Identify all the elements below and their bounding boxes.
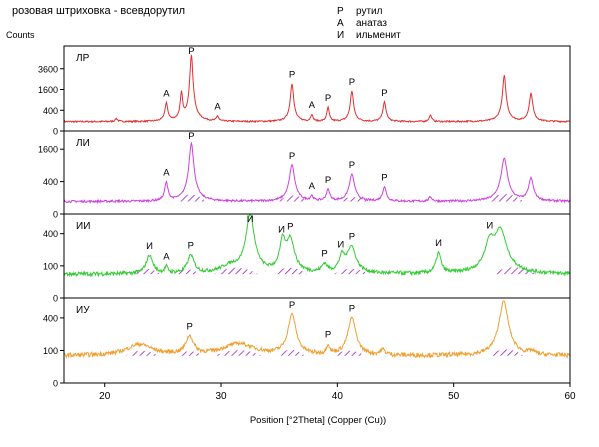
- plot-area: 040016003600ЛРАРАРАРРР04001600ЛИАРРАРРР0…: [38, 45, 576, 402]
- y-axis-label: Counts: [6, 30, 35, 40]
- hatch-region: [215, 350, 262, 356]
- phase-marker: Р: [349, 77, 355, 88]
- phase-marker: А: [309, 100, 316, 111]
- hatch-region: [333, 268, 369, 275]
- phase-marker: Р: [188, 46, 194, 57]
- x-tick-label: 60: [564, 391, 576, 402]
- legend: Р рутил А анатаз И ильменит: [337, 6, 401, 41]
- hatch-region: [486, 193, 524, 202]
- phase-marker: И: [278, 224, 285, 235]
- legend-text-rutile: рутил: [356, 6, 383, 17]
- y-tick-label: 0: [53, 379, 58, 389]
- phase-marker: А: [163, 88, 170, 99]
- phase-marker: А: [163, 168, 170, 179]
- phase-marker: А: [214, 102, 221, 113]
- phase-marker: Р: [188, 131, 194, 142]
- phase-marker: И: [435, 238, 442, 249]
- hatch-region: [488, 349, 524, 356]
- y-tick-label: 400: [43, 177, 58, 187]
- x-axis-label: Position [°2Theta] (Copper (Cu)): [250, 415, 386, 426]
- legend-text-anatase: анатаз: [356, 18, 387, 29]
- phase-marker: А: [163, 252, 170, 263]
- hatch-region: [272, 267, 308, 275]
- pattern-line: [63, 54, 571, 124]
- chart-title: розовая штриховка - всевдорутил: [12, 5, 185, 17]
- y-tick-label: 100: [43, 346, 58, 356]
- y-tick-label: 1600: [38, 85, 58, 95]
- hatch-region: [176, 351, 203, 356]
- phase-marker: Р: [381, 173, 387, 184]
- y-tick-label: 0: [53, 210, 58, 220]
- phase-marker: Р: [349, 303, 355, 314]
- plot-frame: [63, 45, 571, 384]
- y-tick-label: 0: [53, 294, 58, 304]
- panel-label: ИУ: [76, 305, 90, 316]
- pattern-line: [63, 300, 571, 360]
- y-tick-label: 1600: [38, 145, 58, 155]
- phase-marker: Р: [289, 151, 295, 162]
- phase-marker: А: [309, 181, 316, 192]
- phase-marker: Р: [186, 321, 192, 332]
- y-tick-label: 3600: [38, 64, 58, 74]
- x-tick-label: 20: [99, 391, 111, 402]
- pattern-line: [63, 214, 571, 278]
- panel-label: ИИ: [76, 221, 90, 232]
- pattern-line: [63, 141, 571, 205]
- legend-symbol-rutile: Р: [337, 6, 344, 17]
- y-tick-label: 400: [43, 106, 58, 116]
- panel-label: ЛИ: [76, 138, 90, 149]
- phase-marker: Р: [325, 175, 331, 186]
- phase-marker: Р: [321, 248, 327, 259]
- legend-symbol-ilmenite: И: [337, 30, 344, 41]
- phase-marker: Р: [381, 88, 387, 99]
- phase-marker: И: [486, 220, 493, 231]
- y-tick-label: 100: [43, 261, 58, 271]
- y-tick-label: 400: [43, 313, 58, 323]
- phase-marker: И: [146, 241, 153, 252]
- legend-symbol-anatase: А: [337, 18, 344, 29]
- hatch-region: [276, 349, 305, 356]
- x-tick-label: 50: [448, 391, 460, 402]
- phase-marker: Р: [349, 232, 355, 243]
- hatch-region: [332, 350, 366, 356]
- hatch-region: [125, 350, 159, 356]
- hatch-region: [175, 194, 206, 202]
- x-tick-label: 30: [215, 391, 227, 402]
- hatch-region: [278, 195, 309, 202]
- phase-marker: И: [247, 214, 254, 225]
- legend-text-ilmenite: ильменит: [356, 30, 401, 41]
- phase-marker: Р: [289, 70, 295, 81]
- phase-marker: И: [337, 240, 344, 251]
- phase-marker: Р: [287, 221, 293, 232]
- phase-marker: Р: [325, 93, 331, 104]
- y-tick-label: 0: [53, 127, 58, 137]
- x-tick-label: 40: [332, 391, 344, 402]
- y-tick-label: 400: [43, 229, 58, 239]
- phase-marker: Р: [289, 300, 295, 311]
- phase-marker: Р: [325, 329, 331, 340]
- phase-marker: Р: [349, 160, 355, 171]
- hatch-region: [214, 267, 259, 275]
- phase-marker: Р: [188, 241, 194, 252]
- panel-label: ЛР: [76, 53, 90, 64]
